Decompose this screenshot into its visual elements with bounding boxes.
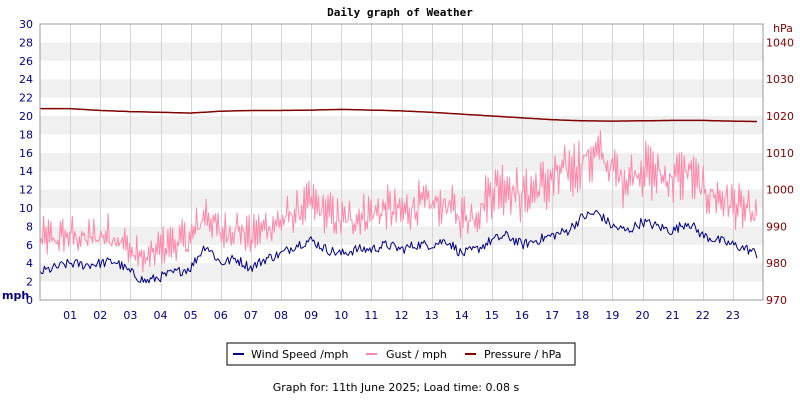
y-tick-right: 980	[766, 257, 787, 270]
grid-band	[40, 116, 763, 135]
grid-band	[40, 152, 763, 172]
footer-text: Graph for: 11th June 2025; Load time: 0.…	[273, 381, 520, 394]
y-tick-left: 8	[26, 220, 33, 233]
chart-title: Daily graph of Weather	[327, 6, 473, 19]
y-tick-left: 12	[19, 184, 33, 197]
right-axis-unit: hPa	[773, 22, 793, 35]
y-tick-left: 14	[19, 165, 33, 178]
legend-label-gust: Gust / mph	[386, 348, 447, 361]
grid-band	[40, 24, 763, 43]
x-tick-label: 21	[666, 309, 680, 322]
y-tick-left: 10	[19, 202, 33, 215]
x-tick-label: 11	[364, 309, 378, 322]
grid-band	[40, 226, 763, 245]
x-tick-label: 01	[63, 309, 77, 322]
y-tick-left: 26	[19, 55, 33, 68]
y-tick-right: 1030	[766, 73, 794, 86]
y-tick-left: 20	[19, 110, 33, 123]
y-tick-right: 1000	[766, 184, 794, 197]
grid-band	[40, 263, 763, 282]
series-line-gust	[39, 129, 758, 273]
left-axis-unit: mph	[2, 289, 29, 302]
vertical-gridlines	[70, 24, 734, 300]
x-tick-label: 15	[485, 309, 499, 322]
y-tick-left: 16	[19, 147, 33, 160]
y-tick-right: 970	[766, 294, 787, 307]
y-tick-right: 1020	[766, 110, 794, 123]
legend: Wind Speed /mph Gust / mph Pressure / hP…	[226, 342, 576, 366]
x-tick-label: 14	[455, 309, 469, 322]
x-tick-label: 08	[274, 309, 288, 322]
y-tick-left: 28	[19, 36, 33, 49]
legend-label-wind: Wind Speed /mph	[251, 348, 349, 361]
x-tick-label: 23	[726, 309, 740, 322]
x-tick-label: 19	[605, 309, 619, 322]
x-tick-label: 10	[334, 309, 348, 322]
right-axis-ticks: 970 980 990 1000 1010 1020 1030 1040	[766, 36, 794, 307]
plot-frame	[39, 23, 764, 301]
y-tick-left: 24	[19, 73, 33, 86]
x-tick-label: 12	[395, 309, 409, 322]
y-tick-right: 1040	[766, 36, 794, 49]
y-tick-left: 18	[19, 128, 33, 141]
series-layer	[39, 107, 758, 284]
x-tick-label: 17	[545, 309, 559, 322]
y-tick-right: 1010	[766, 147, 794, 160]
y-tick-right: 990	[766, 220, 787, 233]
x-tick-label: 06	[214, 309, 228, 322]
x-tick-label: 18	[575, 309, 589, 322]
x-tick-label: 07	[244, 309, 258, 322]
y-tick-left: 22	[19, 92, 33, 105]
series-line-wind-speed	[39, 209, 758, 284]
legend-box	[226, 342, 576, 366]
grid-band	[40, 281, 763, 300]
x-tick-label: 05	[184, 309, 198, 322]
y-tick-left: 30	[19, 18, 33, 31]
x-tick-label: 20	[636, 309, 650, 322]
y-tick-left: 6	[26, 239, 33, 252]
y-tick-left: 4	[26, 257, 33, 270]
x-tick-label: 02	[93, 309, 107, 322]
x-tick-label: 16	[515, 309, 529, 322]
y-tick-left: 2	[26, 276, 33, 289]
grid-band	[40, 134, 763, 153]
grid-band	[40, 42, 763, 61]
x-tick-label: 04	[154, 309, 168, 322]
y-tick-left: 0	[26, 294, 33, 307]
x-axis-ticks: 01 02 03 04 05 06 07 08 09 10 11 12 13 14 15 16 17 18 19 20…	[63, 309, 740, 322]
x-tick-label: 03	[123, 309, 137, 322]
x-tick-label: 22	[696, 309, 710, 322]
grid-band	[40, 97, 763, 116]
series-line-pressure	[40, 107, 757, 123]
legend-label-pressure: Pressure / hPa	[484, 348, 562, 361]
grid-band	[40, 79, 763, 98]
x-tick-label: 13	[425, 309, 439, 322]
grid-band	[40, 60, 763, 80]
x-tick-label: 09	[304, 309, 318, 322]
grid-bands	[40, 24, 763, 300]
